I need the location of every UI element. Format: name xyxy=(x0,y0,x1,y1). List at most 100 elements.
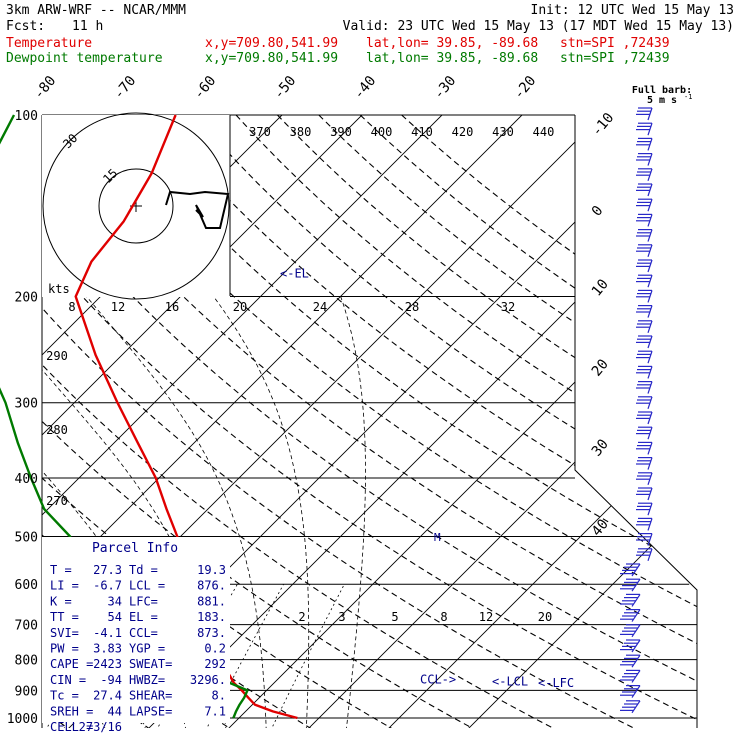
pressure-tick-label: 600 xyxy=(15,578,38,593)
dry-adiabat-line xyxy=(235,115,697,728)
isotherm-line xyxy=(145,115,697,728)
theta-label: 410 xyxy=(411,125,433,139)
parcel-info-cell: LAPSE= xyxy=(129,704,172,718)
moist-adiabat-line xyxy=(340,296,366,728)
parcel-info-cell: 2423 xyxy=(93,657,122,671)
theta-label: 400 xyxy=(371,125,393,139)
parcel-info-cell: 44 xyxy=(108,704,122,718)
isotherm-line xyxy=(42,115,443,728)
dry-adiabat-line xyxy=(359,115,697,728)
parcel-info-rows: T = 27.3 Td = 19.3 LI = -6.7 LCL = 876. K = 34 LFC… xyxy=(50,563,226,734)
hodograph-ring-15 xyxy=(98,168,174,244)
level-marker-label: <-EL xyxy=(280,266,309,280)
legend-temperature-stn: stn=SPI ,72439 xyxy=(560,36,670,51)
isotherm-label: -50 xyxy=(271,73,300,103)
parcel-info-cell: HWBZ= xyxy=(129,673,165,687)
pressure-tick-label: 300 xyxy=(15,397,38,412)
parcel-info-cell: K = xyxy=(50,594,72,608)
hodograph-unit-label: kts xyxy=(48,282,70,296)
parcel-info-title: Parcel Info xyxy=(92,541,178,556)
theta-e-marker: M xyxy=(434,531,441,544)
parcel-info-cell: 27.3 xyxy=(93,563,122,577)
mixing-ratio-label: 8 xyxy=(440,610,447,624)
dry-adiabat-line xyxy=(42,115,397,728)
parcel-info-cell: PW = xyxy=(50,642,79,656)
wind-barbs: Full barb:5 m s -1 xyxy=(620,85,692,714)
parcel-info-cell: 7.1 xyxy=(204,704,226,718)
parcel-info-cell: 27.4 xyxy=(93,689,122,703)
pressure-tick-label: 700 xyxy=(15,619,38,634)
parcel-info-cell: EL = xyxy=(129,610,158,624)
valid-time: Valid: 23 UTC Wed 15 May 13 (17 MDT Wed … xyxy=(343,19,734,34)
init-time: Init: 12 UTC Wed 15 May 13 xyxy=(531,3,735,18)
dry-adiabat-line xyxy=(42,115,697,728)
hodograph-trace xyxy=(165,190,230,229)
isotherm-line xyxy=(42,115,363,728)
parcel-info-box xyxy=(42,537,230,723)
parcel-info-cell: 873. xyxy=(197,626,226,640)
isotherm-label: -20 xyxy=(511,73,540,103)
parcel-info-cell: LCL = xyxy=(129,579,165,593)
dry-adiabat-line xyxy=(42,115,559,728)
dry-adiabat-line xyxy=(42,115,697,728)
dry-adiabat-line xyxy=(152,115,697,728)
parcel-info-cell: 34 xyxy=(108,594,122,608)
mixing-ratio-line xyxy=(270,584,345,728)
level-marker-label: <-LCL xyxy=(492,674,528,688)
legend-temperature-xy: x,y=709.80,541.99 xyxy=(205,36,338,51)
parcel-info-cell: 876. xyxy=(197,579,226,593)
isotherm-label: 30 xyxy=(589,436,612,459)
isotherm-label: -70 xyxy=(111,73,140,103)
parcel-info-cell: Tc = xyxy=(50,689,79,703)
dry-adiabat-line xyxy=(318,115,697,728)
mixing-ratio-label: 2 xyxy=(298,610,305,624)
parcel-info-cell: 0.2 xyxy=(204,642,226,656)
hodograph-speed-label: 8 xyxy=(68,300,75,314)
parcel-info-cell: SWEAT= xyxy=(129,657,172,671)
legend-temperature-latlon: lat,lon= 39.85, -89.68 xyxy=(366,36,538,51)
parcel-info-cell: 54 xyxy=(108,610,122,624)
isotherm-label: 20 xyxy=(589,356,612,379)
dry-adiabat-label: 280 xyxy=(46,423,68,437)
parcel-info-cell: YGP = xyxy=(129,642,165,656)
mixing-ratio-label: 5 xyxy=(391,610,398,624)
fcst-value: 11 h xyxy=(72,19,103,34)
isotherm-label: -40 xyxy=(351,73,380,103)
legend-dewpoint-stn: stn=SPI ,72439 xyxy=(560,51,670,66)
hodograph-speed-label: 32 xyxy=(501,300,515,314)
pressure-tick-label: 400 xyxy=(15,472,38,487)
parcel-info-cell: CCL= xyxy=(129,626,158,640)
moist-adiabat-line xyxy=(213,296,310,728)
parcel-info-cell: 292 xyxy=(204,657,226,671)
parcel-info-cell: -94 xyxy=(100,673,122,687)
theta-label: 370 xyxy=(249,125,271,139)
parcel-info-cell: -6.7 xyxy=(93,579,122,593)
level-marker-label: CCL-> xyxy=(420,672,456,686)
isotherm-line xyxy=(305,115,697,728)
hodograph-speed-label: 20 xyxy=(233,300,247,314)
parcel-info-cell: -4.1 xyxy=(93,626,122,640)
hodograph-speed-label: 24 xyxy=(313,300,327,314)
parcel-info-cell: SVI= xyxy=(50,626,79,640)
parcel-info-cell: Td = xyxy=(129,563,158,577)
isotherm-label: -10 xyxy=(589,110,618,140)
pressure-tick-label: 100 xyxy=(15,109,38,124)
parcel-info-cell: SHEAR= xyxy=(129,689,172,703)
parcel-info-cell: CELL = xyxy=(50,720,93,734)
parcel-info-cell: 273/16 xyxy=(79,720,122,734)
theta-label: 420 xyxy=(452,125,474,139)
isotherm-line xyxy=(42,115,43,728)
isotherm-label: 0 xyxy=(589,203,607,220)
isotherm-line xyxy=(385,115,697,728)
parcel-info-cell: T = xyxy=(50,563,72,577)
legend-dewpoint-latlon: lat,lon= 39.85, -89.68 xyxy=(366,51,538,66)
parcel-info-cell: CAPE = xyxy=(50,657,93,671)
parcel-info-cell: LI = xyxy=(50,579,79,593)
dry-adiabat-label: 270 xyxy=(46,494,68,508)
pressure-tick-label: 200 xyxy=(15,291,38,306)
theta-label: 430 xyxy=(492,125,514,139)
legend-temperature-name: Temperature xyxy=(6,36,92,51)
dry-adiabat-line xyxy=(42,115,640,728)
isotherm-label: -30 xyxy=(431,73,460,103)
